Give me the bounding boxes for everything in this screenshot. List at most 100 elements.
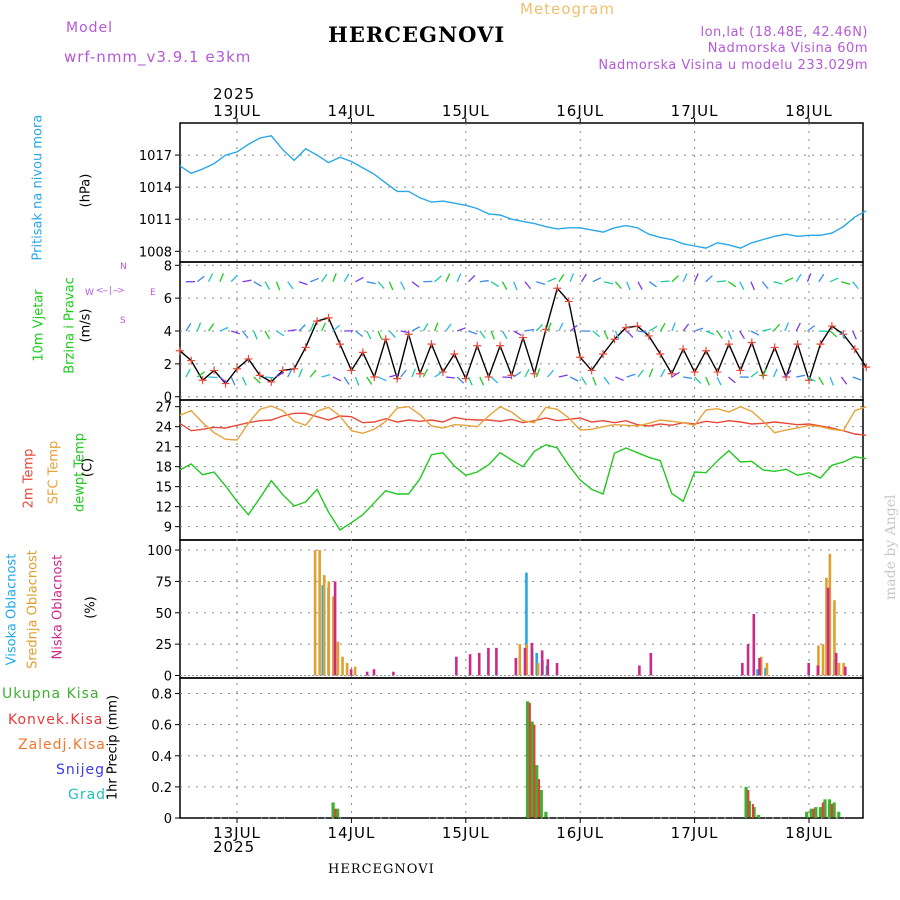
pressure-tick-label: 1017: [139, 149, 172, 164]
lonlat-label: lon,lat (18.48E, 42.46N): [700, 25, 868, 40]
precip-bar: [832, 802, 836, 818]
wind-direction-arrow: [795, 322, 801, 332]
cloud-bar: [322, 575, 326, 676]
wind-direction-arrow: [479, 376, 485, 386]
wind-direction-arrow: [637, 281, 643, 290]
wind-speed-marker: [862, 363, 871, 372]
wind-direction-arrow: [648, 325, 658, 332]
wind-direction-arrow: [660, 368, 666, 378]
wind-direction-arrow: [705, 330, 715, 335]
wind-direction-arrow: [818, 273, 825, 283]
wind-speed-marker: [370, 373, 379, 381]
wind-direction-arrow: [501, 281, 508, 290]
wind-direction-arrow: [761, 368, 767, 378]
wind-direction-arrow: [445, 376, 455, 379]
wind-direction-arrow: [626, 330, 634, 338]
wind-direction-arrow: [569, 376, 579, 382]
wind-speed-marker: [564, 297, 573, 306]
legend-hail: Grad: [68, 787, 107, 803]
cloud-tick-label: 100: [147, 544, 172, 559]
wind-direction-arrow: [433, 322, 439, 332]
wind-direction-arrow: [671, 371, 680, 378]
wind-direction-arrow: [637, 330, 647, 334]
wind-direction-arrow: [852, 376, 862, 381]
wind-direction-arrow: [569, 273, 575, 282]
cloud-bar: [817, 645, 820, 676]
wind-direction-arrow: [321, 373, 331, 378]
altitude-label: Nadmorska Visina 60m: [707, 41, 868, 56]
legend-conv-rain: Konvek.Kisa: [8, 712, 104, 728]
wind-direction-arrow: [468, 274, 476, 283]
wind-direction-arrow: [558, 322, 564, 332]
wind-direction-arrow: [569, 324, 578, 332]
mid-cloud-label: Srednja Oblacnost: [25, 550, 41, 669]
wind-direction-arrow: [614, 281, 622, 290]
wind-direction-arrow: [806, 273, 812, 282]
wind-direction-arrow: [241, 330, 249, 339]
cloud-bar: [821, 644, 825, 676]
cloud-bar: [525, 644, 529, 676]
cloud-bar: [514, 657, 518, 676]
cloud-bar: [741, 662, 744, 676]
precip-bar: [331, 802, 335, 818]
wind-direction-arrow: [219, 376, 228, 384]
wind-speed-marker: [679, 345, 688, 354]
wind-speed-marker: [335, 340, 344, 349]
cloud-bar: [837, 662, 841, 676]
wind-speed-marker: [301, 343, 310, 352]
wind-speed-marker: [633, 322, 642, 331]
wind-direction-arrow: [321, 274, 328, 283]
wind-label-1: 10m Vjetar: [31, 289, 47, 362]
year-label-bottom: 2025: [213, 838, 256, 856]
wind-direction-arrow: [739, 281, 745, 290]
precip-bar: [752, 807, 756, 818]
cloud-bar: [455, 656, 458, 676]
wind-direction-arrow: [264, 330, 271, 340]
pressure-line: [179, 135, 867, 249]
wind-direction-arrow: [648, 368, 654, 378]
cloud-bar: [834, 652, 838, 676]
temp-tick-label: 18: [155, 461, 172, 476]
wind-direction-arrow: [479, 279, 489, 283]
wind-tick-label: 6: [164, 292, 172, 307]
wind-speed-marker: [267, 377, 276, 386]
date-label-top: 18JUL: [785, 102, 833, 120]
cloud-bar: [313, 550, 317, 676]
wind-speed-marker: [347, 366, 356, 375]
cloud-bar: [535, 652, 539, 676]
wind-direction-arrow: [388, 281, 394, 291]
wind-direction-arrow: [716, 330, 723, 339]
wind-direction-arrow: [219, 326, 229, 332]
wind-direction-arrow: [762, 328, 772, 332]
wind-speed-marker: [507, 371, 516, 380]
precip-frame: [179, 677, 864, 819]
wind-direction-arrow: [265, 376, 275, 379]
wind-speed-marker: [210, 366, 219, 375]
wind-tick-label: 8: [164, 259, 172, 274]
precip-bar: [827, 799, 832, 818]
wind-direction-arrow: [456, 273, 462, 282]
wind-direction-arrow: [660, 322, 666, 332]
wind-speed-marker: [690, 368, 699, 377]
wind-direction-arrow: [513, 281, 518, 291]
precip-bar: [757, 814, 761, 818]
wind-direction-arrow: [694, 327, 704, 332]
cloud-tick-label: 25: [155, 638, 172, 653]
wind-speed-marker: [850, 345, 859, 354]
precip-bar: [814, 807, 818, 818]
date-label-bottom: 15JUL: [442, 824, 490, 842]
wind-direction-arrow: [298, 324, 306, 332]
year-label-top: 2025: [213, 85, 256, 103]
wind-speed-marker: [221, 379, 230, 388]
wind-direction-arrow: [558, 273, 565, 283]
wind-direction-arrow: [287, 329, 297, 332]
pressure-label: Pritisak na nivou mora: [30, 114, 46, 261]
wind-direction-arrow: [705, 275, 713, 283]
wind-direction-arrow: [208, 376, 218, 379]
wind-tick-label: 2: [164, 358, 172, 373]
wind-direction-arrow: [366, 281, 376, 285]
cloud-bar: [764, 667, 767, 676]
precip-bar: [538, 779, 541, 818]
wind-direction-arrow: [310, 277, 319, 283]
